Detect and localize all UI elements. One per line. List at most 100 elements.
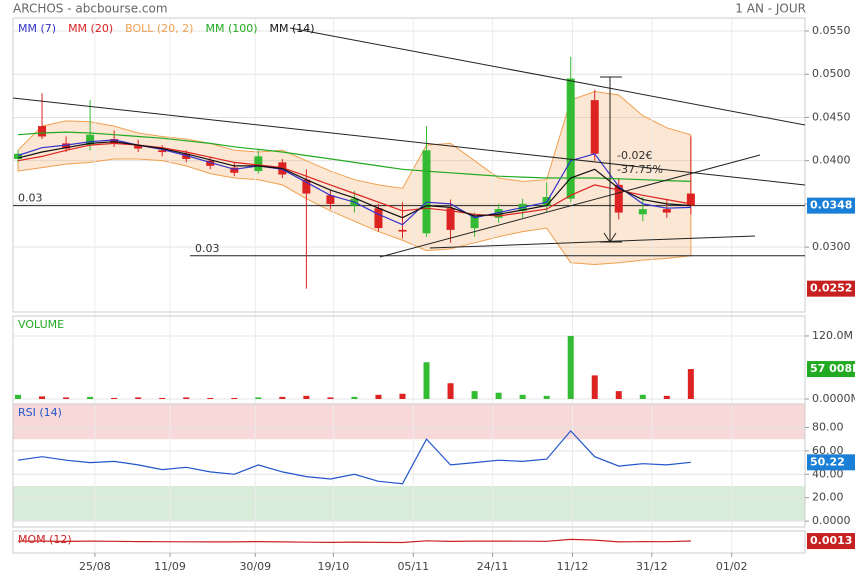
legend-entry: MM (20): [68, 22, 113, 35]
x-tick-label: 05/11: [397, 560, 429, 573]
trendline: [12, 97, 806, 186]
volume-bar: [591, 375, 598, 399]
measure-arrow: [603, 232, 617, 243]
volume-bar: [447, 383, 454, 399]
panel-frame: [12, 530, 806, 554]
indicator-line: [17, 429, 691, 485]
y-tick-label: 0.0450: [812, 110, 851, 123]
volume-bar: [15, 394, 21, 399]
moving-average: [17, 131, 691, 182]
trendline: [379, 154, 761, 258]
panel-title: RSI (14): [18, 406, 62, 419]
x-tick-label: 11/12: [557, 560, 589, 573]
volume-bar: [207, 397, 214, 399]
candle-body: [38, 126, 47, 137]
min-price-box: [807, 280, 855, 297]
volume-bar: [495, 392, 502, 399]
volume-bar: [543, 395, 550, 399]
trendline: [429, 235, 756, 249]
panel-frame: [12, 403, 806, 528]
volume-bar: [327, 397, 334, 399]
volume-bar: [687, 369, 694, 399]
candle-body: [182, 153, 191, 159]
period: 1 AN - JOUR: [735, 2, 806, 16]
y-tick-label: 60.00: [812, 444, 844, 457]
y-tick-label: 0.0000M: [812, 392, 855, 405]
panel-title: MOM (12): [18, 533, 72, 546]
x-tick-label: 30/09: [239, 560, 271, 573]
last-volume-box: [807, 361, 855, 378]
candle-body: [566, 78, 575, 199]
last-price-box: [807, 197, 855, 214]
x-tick-label: 25/08: [79, 560, 111, 573]
candle-body: [206, 160, 215, 166]
y-tick-label: 0.0550: [812, 24, 851, 37]
trendlines: [12, 27, 806, 258]
volume-bar: [615, 391, 622, 399]
last-volume: 57 008K: [810, 362, 855, 375]
x-tick-label: 11/09: [154, 560, 186, 573]
volume-bar: [87, 396, 94, 399]
y-tick-label: 120.0M: [812, 329, 853, 342]
candle-body: [302, 179, 311, 194]
x-tick-label: 01/02: [716, 560, 748, 573]
panel-frame: [12, 17, 806, 313]
y-tick-label: 80.00: [812, 420, 844, 433]
volume-bar: [111, 397, 118, 399]
zone: [13, 486, 805, 522]
candle-body: [398, 229, 407, 232]
candle-body: [590, 100, 599, 154]
candle-body: [230, 167, 239, 173]
volume-bar: [183, 397, 190, 399]
last-value-box: [807, 454, 855, 471]
zone: [13, 404, 805, 440]
volume-bar: [159, 397, 166, 399]
candle-body: [134, 145, 143, 149]
candle-body: [638, 209, 647, 215]
volume-bar: [39, 396, 46, 399]
candle-body: [86, 134, 95, 146]
volume-bar: [135, 397, 142, 399]
panel-title: VOLUME: [18, 318, 64, 331]
level-label: 0.03: [18, 192, 43, 205]
y-tick-label: 40.00: [812, 467, 844, 480]
last-price: 0.0348: [810, 199, 852, 212]
x-tick-label: 24/11: [477, 560, 509, 573]
volume-bar: [519, 394, 526, 399]
volume-bar: [351, 396, 358, 399]
volume-bar: [303, 395, 310, 399]
candle-body: [614, 184, 623, 213]
min-price: 0.0252: [810, 282, 852, 295]
candle-body: [374, 208, 383, 229]
y-tick-label: 0.0000: [812, 514, 851, 527]
moving-average: [17, 141, 691, 219]
annotation: -0.02€: [617, 149, 652, 162]
volume-bar: [231, 397, 238, 399]
y-tick-label: 20.00: [812, 491, 844, 504]
annotation: -37.75%: [617, 163, 663, 176]
candle-body: [62, 143, 71, 149]
candle-body: [254, 156, 263, 172]
y-tick-label: 0.0500: [812, 67, 851, 80]
legend-entry: BOLL (20, 2): [125, 22, 193, 35]
volume-bar: [471, 391, 478, 399]
candle-body: [326, 195, 335, 204]
volume-bar: [567, 335, 574, 399]
last-value: 0.0013: [810, 534, 852, 547]
y-tick-label: 0.0300: [812, 240, 851, 253]
candle-body: [14, 153, 22, 159]
candle-body: [470, 216, 479, 229]
volume-bar: [423, 362, 430, 399]
candle-body: [686, 193, 695, 206]
legend-entry: MM (7): [18, 22, 56, 35]
volume-bar: [63, 397, 70, 399]
indicator-line: [17, 538, 691, 544]
x-tick-label: 31/12: [636, 560, 668, 573]
level-label: 0.03: [195, 242, 220, 255]
y-tick-label: 0.0400: [812, 154, 851, 167]
candle-body: [494, 209, 503, 218]
last-value-box: [807, 533, 855, 550]
chart-title: ARCHOS - abcbourse.com: [13, 2, 168, 16]
